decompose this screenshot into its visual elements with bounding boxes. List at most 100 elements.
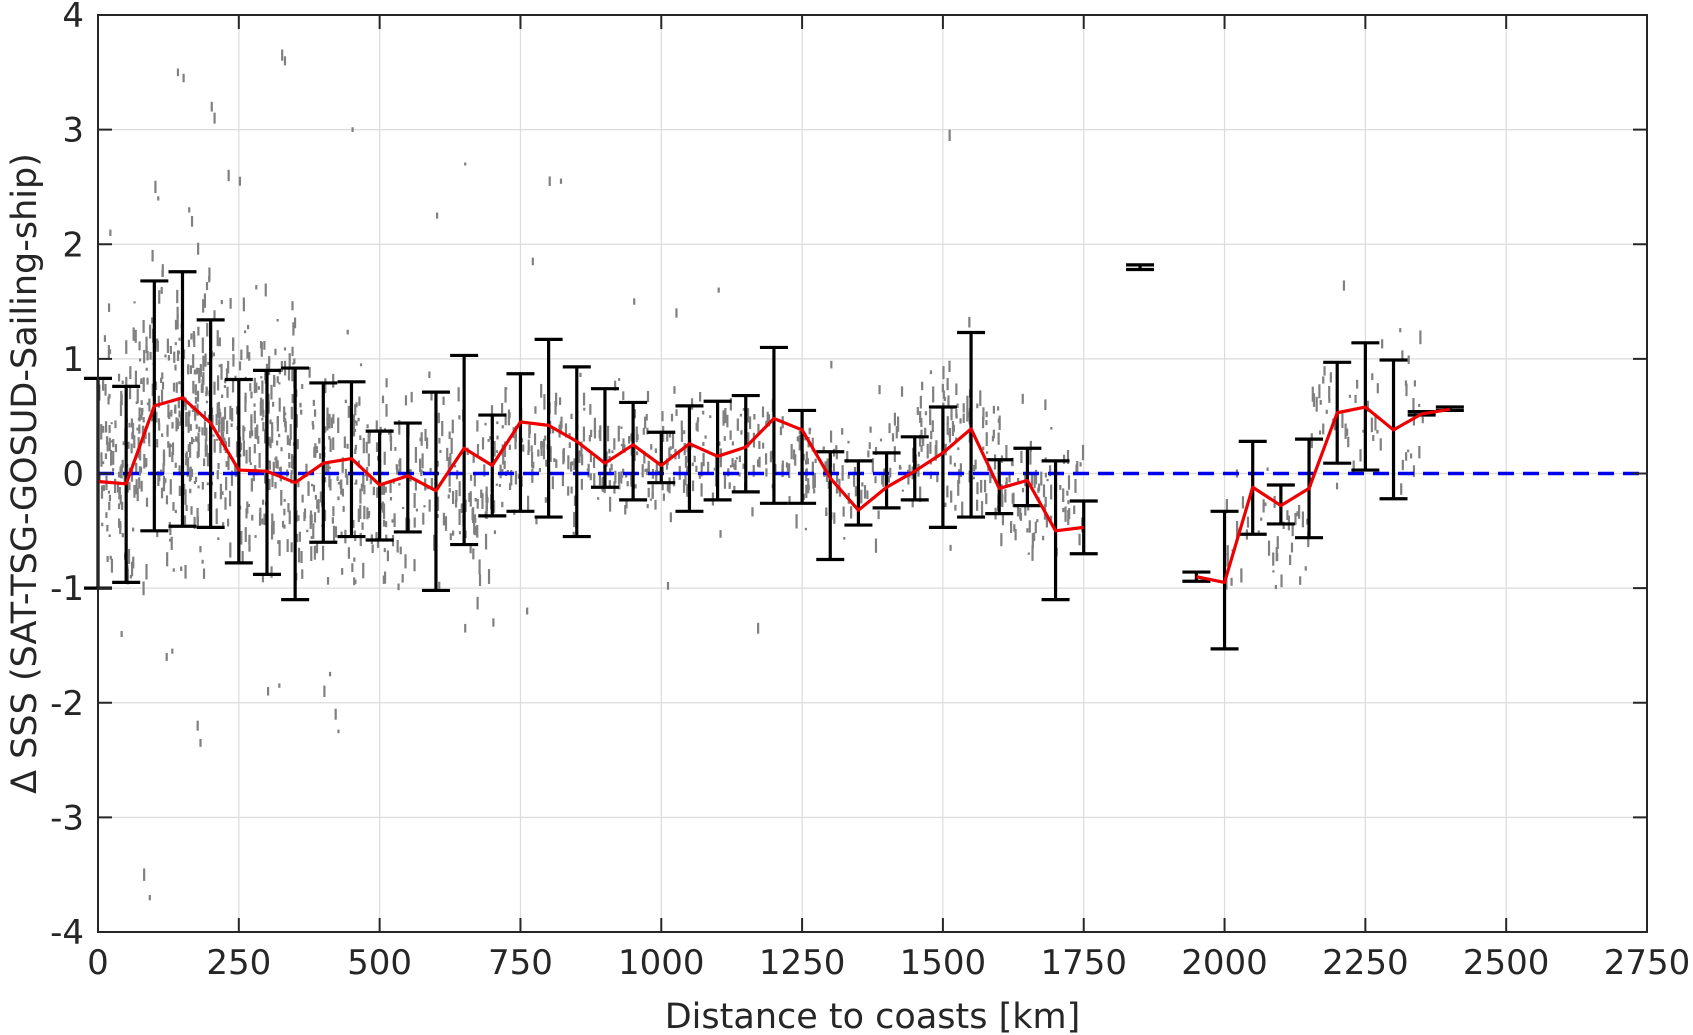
scatter-point [1376,429,1379,434]
scatter-point [1399,328,1402,333]
scatter-point [719,459,722,468]
scatter-point [947,395,950,409]
scatter-point [286,435,289,446]
scatter-point [161,372,164,380]
scatter-point [137,450,140,459]
scatter-point [277,540,280,545]
scatter-point [900,386,904,397]
scatter-point [216,402,219,418]
scatter-point [974,459,977,470]
scatter-point [276,318,279,322]
scatter-point [146,402,149,406]
scatter-point [189,365,193,374]
scatter-point [1225,575,1228,590]
scatter-point [380,503,384,510]
scatter-point [733,485,736,492]
scatter-point [105,512,108,518]
scatter-point [270,384,273,400]
scatter-point [980,501,984,517]
scatter-point [136,488,139,502]
x-tick-label: 2250 [1322,943,1409,983]
scatter-point [132,556,135,569]
scatter-point [458,415,461,420]
scatter-point [334,708,337,720]
scatter-point [108,534,111,538]
scatter-point [573,511,576,528]
mean-lines [97,396,1451,584]
scatter-point [458,531,462,535]
scatter-point [355,402,358,408]
scatter-point [582,426,586,442]
scatter-point [197,242,200,255]
scatter-point [323,509,327,522]
scatter-point [438,581,441,591]
scatter-point [346,443,349,449]
scatter-point [169,479,172,495]
scatter-point [108,494,112,502]
scatter-point [1037,483,1041,492]
scatter-point [363,485,366,495]
scatter-point [242,440,245,457]
scatter-point [268,436,271,447]
scatter-point [178,410,181,418]
scatter-point [683,430,686,435]
scatter-point [220,417,224,432]
scatter-point [297,479,300,488]
scatter-point [1004,489,1007,503]
scatter-point [332,525,336,542]
scatter-point [189,488,192,494]
scatter-point [695,422,698,431]
scatter-point [135,401,138,405]
scatter-point [151,317,154,324]
scatter-point [1040,471,1043,486]
scatter-point [617,425,620,442]
scatter-point [167,404,170,418]
scatter-point [148,432,151,444]
scatter-point [636,451,639,456]
scatter-point [251,514,254,521]
scatter-point [415,508,419,512]
scatter-point [1034,521,1037,534]
scatter-point [162,463,165,475]
scatter-point [121,533,124,538]
scatter-point [476,443,480,456]
scatter-point [328,413,331,429]
scatter-point [1341,413,1344,429]
scatter-point [420,469,423,476]
scatter-point [630,433,633,439]
scatter-point [154,381,158,391]
scatter-point [695,465,698,473]
scatter-point [102,484,106,492]
scatter-point [503,441,507,458]
scatter-point [213,381,216,395]
scatter-point [579,372,582,377]
scatter-point [258,512,262,526]
scatter-point [1421,416,1424,424]
scatter-point [625,498,628,509]
scatter-point [193,334,196,347]
scatter-point [268,359,271,376]
scatter-point [291,301,294,311]
scatter-point [376,487,379,498]
scatter-point [322,545,325,561]
scatter-point [449,533,452,541]
scatter-point [170,536,173,550]
scatter-point [187,364,190,375]
scatter-point [207,361,210,366]
scatter-point [503,460,506,470]
scatter-point [283,508,286,516]
scatter-point [201,337,204,354]
scatter-point [254,427,257,439]
scatter-point [921,438,924,444]
scatter-point [942,390,945,399]
scatter-point [138,341,141,351]
scatter-point [473,473,476,487]
scatter-point [449,453,452,466]
scatter-point [151,412,154,422]
scatter-point [190,506,193,515]
scatter-point [197,442,200,451]
scatter-point [1005,477,1008,487]
scatter-point [989,467,992,484]
scatter-point [1016,506,1020,517]
scatter-point [781,460,784,477]
